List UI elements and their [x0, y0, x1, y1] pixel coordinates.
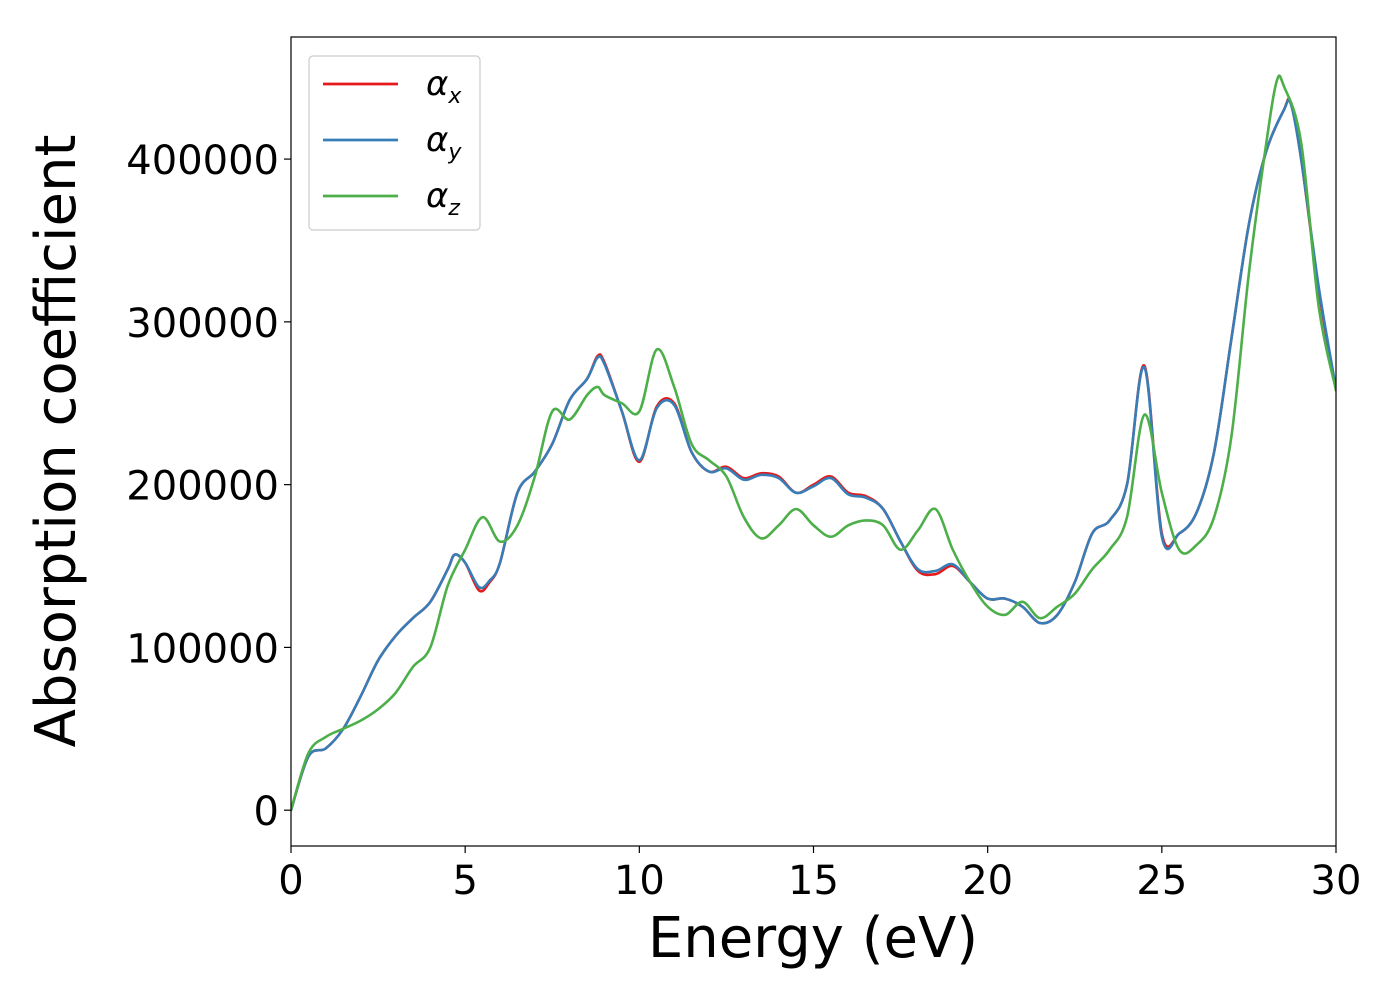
legend-label-x: αx	[426, 64, 462, 109]
legend-label-base: α	[426, 64, 448, 104]
x-axis-label: Energy (eV)	[648, 906, 978, 971]
legend-label-z: αz	[426, 176, 460, 221]
y-tick-label: 400000	[126, 138, 279, 184]
legend-label-base: α	[426, 120, 448, 160]
legend-box	[308, 55, 481, 231]
x-tick-label: 0	[278, 858, 303, 904]
series-line-y	[291, 98, 1336, 812]
legend-label-subscript: y	[447, 140, 462, 165]
y-axis-ticks: 0 100000 200000 300000 400000	[126, 138, 291, 835]
y-tick-label: 100000	[126, 626, 279, 672]
legend-label-base: α	[426, 176, 448, 216]
y-tick-label: 0	[254, 789, 279, 835]
x-axis-ticks: 0 5 10 15 20 25 30	[278, 846, 1361, 904]
legend-label-subscript: x	[447, 84, 462, 109]
series-line-z	[291, 74, 1336, 812]
legend-label-y: αy	[426, 120, 462, 165]
x-tick-label: 10	[614, 858, 665, 904]
x-tick-label: 5	[452, 858, 477, 904]
x-tick-label: 25	[1136, 858, 1187, 904]
series-lines	[291, 74, 1336, 812]
x-tick-label: 15	[788, 858, 839, 904]
x-tick-label: 30	[1311, 858, 1362, 904]
y-axis-label: Absorption coefficient	[24, 135, 89, 748]
y-tick-label: 300000	[126, 301, 279, 347]
plot-area: 0 5 10 15 20 25 30 0 100000 200000 300000 400000	[126, 36, 1361, 904]
y-tick-label: 200000	[126, 464, 279, 510]
x-tick-label: 20	[962, 858, 1013, 904]
legend-label-subscript: z	[447, 196, 460, 221]
